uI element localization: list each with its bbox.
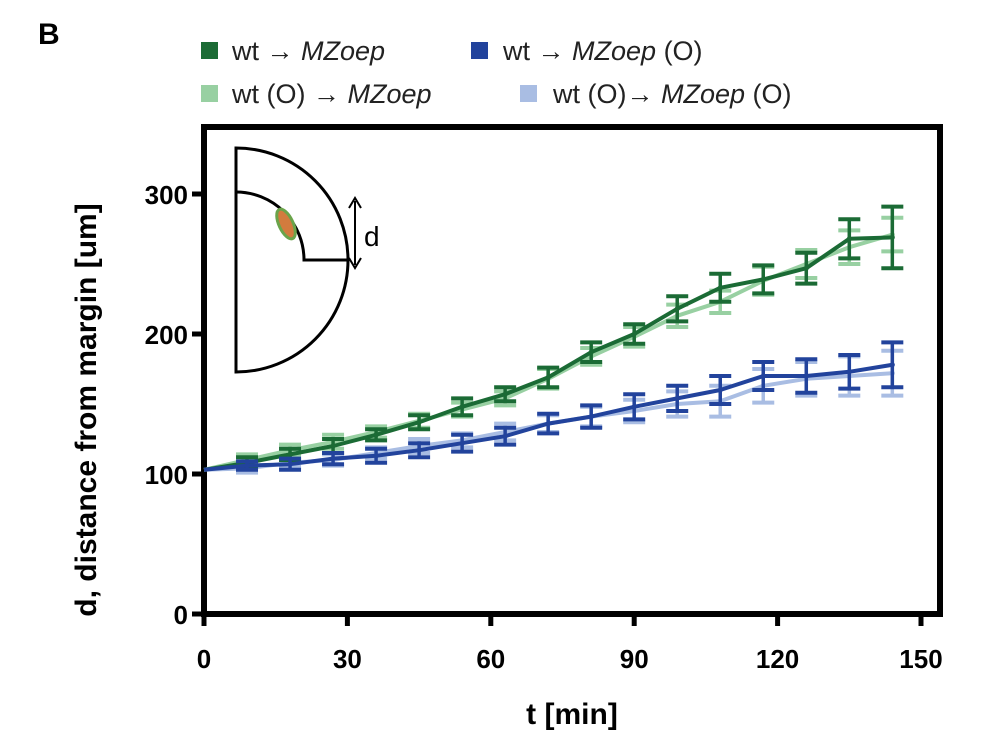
data-point-wt-mzoep-54 [459,404,465,410]
data-point-wt-mzoep-o-72 [545,421,551,427]
data-point-wt-mzoep-126 [803,265,809,271]
data-point-wt-mzoep-o-36 [373,453,379,459]
data-point-wt-mzoep-o-108 [717,387,723,393]
data-point-wt-mzoep-135 [846,236,852,242]
data-point-wt-mzoep-o-126 [803,373,809,379]
x-tick-label-150: 150 [899,644,942,674]
data-point-wt-mzoep-o-117 [760,373,766,379]
data-point-wt-mzoep-o-45 [416,447,422,453]
plot-frame [201,124,943,617]
data-point-wt-mzoep-81 [588,349,594,355]
y-tick-label-0: 0 [174,600,188,630]
inset-transplant-cells [275,207,297,241]
data-point-wt-mzoep-72 [545,374,551,380]
y-axis-title: d, distance from margin [um] [70,203,103,616]
legend-label-wt-o-mzoep-o: wt (O)→ MZoep (O) [552,79,792,109]
panel-letter: B [38,18,60,51]
legend-label-wt-o-mzoep: wt (O) → MZoep [231,79,432,109]
legend-swatch-wt-mzoep [201,42,218,59]
data-point-wt-mzoep-144 [889,234,895,240]
data-point-wt-mzoep-99 [674,306,680,312]
data-point-wt-mzoep-o-63 [502,433,508,439]
legend-swatch-wt-o-mzoep-o [520,85,537,102]
x-tick-label-90: 90 [620,644,649,674]
x-tick-label-0: 0 [197,644,211,674]
data-point-wt-mzoep-o-54 [459,440,465,446]
x-tick-label-60: 60 [476,644,505,674]
data-point-wt-mzoep-27 [330,443,336,449]
inset-diagram: d [234,146,380,374]
data-point-wt-mzoep-o-9 [244,463,250,469]
data-point-wt-mzoep-o-135 [846,369,852,375]
data-point-wt-mzoep-117 [760,276,766,282]
data-point-wt-mzoep-90 [631,331,637,337]
data-point-wt-mzoep-45 [416,419,422,425]
x-tick-label-30: 30 [333,644,362,674]
data-point-wt-mzoep-o-90 [631,404,637,410]
series-wt-mzoep-o [203,340,904,472]
data-point-wt-mzoep-18 [287,451,293,457]
inset-arrow-head-top [348,196,362,209]
legend-swatch-wt-o-mzoep [201,85,218,102]
series-wt-mzoep [203,204,904,472]
data-point-wt-mzoep-o-81 [588,414,594,420]
legend-swatch-wt-mzoep-o [471,42,488,59]
y-tick-label-100: 100 [145,460,188,490]
data-point-wt-mzoep-o-99 [674,395,680,401]
x-axis-title: t [min] [526,698,618,731]
data-point-wt-mzoep-o-27 [330,456,336,462]
inset-arrow-head-bottom [348,257,362,270]
data-point-wt-mzoep-o-144 [889,362,895,368]
y-tick-label-300: 300 [145,180,188,210]
legend: wt → MZoep wt → MZoep (O) wt (O) → MZoep… [201,36,792,109]
data-point-wt-mzoep-63 [502,391,508,397]
inset-embryo-outline [234,146,350,374]
axis-layer: 0 100 200 300 0 30 60 90 120 150 [145,180,943,674]
inset-d-label: d [364,221,380,252]
legend-label-wt-mzoep-o: wt → MZoep (O) [502,36,703,66]
y-tick-label-200: 200 [145,320,188,350]
data-point-wt-mzoep-o-18 [287,461,293,467]
data-point-wt-mzoep-108 [717,285,723,291]
legend-label-wt-mzoep: wt → MZoep [231,36,385,66]
series-layer [203,204,904,475]
data-point-wt-mzoep-36 [373,432,379,438]
x-tick-label-120: 120 [756,644,799,674]
